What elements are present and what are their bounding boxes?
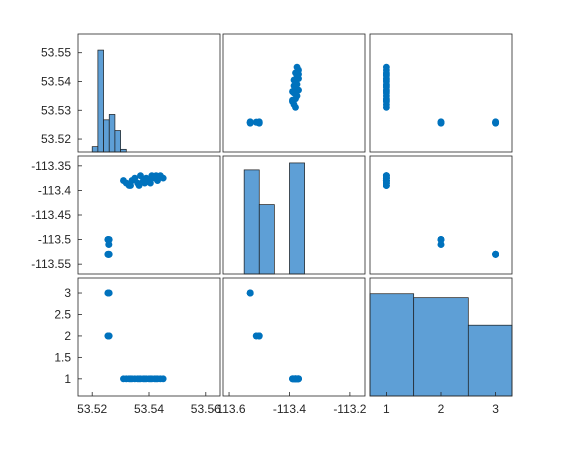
scatter-point — [382, 172, 390, 180]
axes-frame — [222, 155, 366, 275]
y-tick-label: 3 — [64, 286, 71, 300]
y-tick-label: -113.35 — [31, 159, 71, 173]
scatter-point — [290, 82, 298, 90]
scatter-point — [141, 179, 149, 187]
y-tick-label: -113.45 — [31, 208, 71, 222]
x-tick-label: 3 — [492, 402, 499, 416]
y-tick-label: -113.5 — [38, 233, 71, 247]
scatter-point — [289, 88, 296, 95]
scatter-point — [295, 70, 302, 78]
scatter-point — [159, 375, 167, 383]
scatter-point — [382, 76, 390, 84]
x-tick-label: -113.2 — [333, 402, 366, 416]
scatter-point — [382, 88, 390, 95]
scatter-point — [437, 236, 445, 243]
y-tick-label: 1 — [64, 372, 71, 386]
x-tick-label: 53.52 — [77, 402, 107, 416]
scatter-point — [382, 82, 390, 90]
scatter-point — [246, 118, 254, 126]
scatter-point — [152, 172, 160, 180]
axes-frame — [222, 33, 366, 153]
axes-frame — [77, 33, 221, 153]
histogram-bar — [97, 49, 104, 153]
scatter-point — [295, 375, 302, 383]
scatter-point — [437, 118, 445, 126]
y-tick-label: 1.5 — [54, 350, 71, 364]
histogram-bar — [289, 162, 305, 275]
scatter-point — [135, 375, 143, 383]
scatter-point — [105, 241, 113, 248]
histogram-bar — [258, 204, 275, 275]
scatter-point — [293, 63, 301, 71]
x-tick-label: 53.54 — [134, 402, 164, 416]
y-tick-label: 53.54 — [41, 74, 71, 88]
histogram-bar — [114, 130, 121, 153]
histogram-bar — [413, 297, 469, 397]
histogram-bar — [467, 324, 513, 397]
scatter-point — [137, 172, 144, 180]
scatter-point — [105, 289, 113, 297]
scatter-point — [289, 96, 296, 104]
scatter-point — [437, 241, 445, 248]
axes-frame — [222, 277, 366, 397]
x-tick-label: 1 — [383, 402, 390, 416]
histogram-bar — [91, 146, 99, 153]
scatter-point — [152, 375, 160, 383]
x-tick-label: -113.4 — [273, 402, 306, 416]
histogram-bar — [108, 114, 116, 153]
histogram-bar — [103, 119, 110, 153]
scatter-point — [246, 289, 254, 297]
scatter-point — [382, 96, 390, 104]
histogram-bar — [243, 169, 260, 275]
scatter-point — [105, 250, 113, 258]
scatter-point — [492, 250, 500, 258]
scatter-point — [382, 63, 390, 71]
scatter-point — [290, 76, 298, 84]
axes-frame — [369, 155, 513, 275]
scatter-point — [105, 236, 113, 243]
y-tick-label: -113.55 — [31, 257, 71, 271]
y-tick-label: 53.52 — [41, 132, 71, 146]
axes-frame — [77, 155, 221, 275]
histogram-bar — [369, 293, 415, 397]
x-tick-label: 53.56 — [191, 402, 221, 416]
y-tick-label: 2.5 — [54, 307, 71, 321]
x-tick-label: -113.6 — [212, 402, 245, 416]
scatter-point — [141, 375, 149, 383]
x-tick-label: 2 — [438, 402, 445, 416]
y-tick-label: 53.55 — [41, 46, 71, 60]
scatter-point — [382, 179, 390, 187]
scatter-point — [255, 332, 263, 340]
scatter-point — [147, 179, 154, 187]
histogram-bar — [120, 148, 127, 153]
y-tick-label: 2 — [64, 329, 71, 343]
scatter-point — [135, 182, 143, 189]
y-tick-label: 53.53 — [41, 103, 71, 117]
scatter-point — [147, 375, 154, 383]
scatter-point — [255, 118, 263, 126]
scatter-point — [127, 182, 134, 189]
y-tick-label: -113.4 — [38, 183, 71, 197]
scatter-point — [492, 118, 500, 126]
axes-frame — [369, 33, 513, 153]
scatter-point — [127, 375, 134, 383]
scatter-point — [131, 174, 139, 182]
scatter-point — [105, 332, 113, 340]
scatter-point — [159, 174, 167, 182]
scatter-point — [382, 70, 390, 78]
